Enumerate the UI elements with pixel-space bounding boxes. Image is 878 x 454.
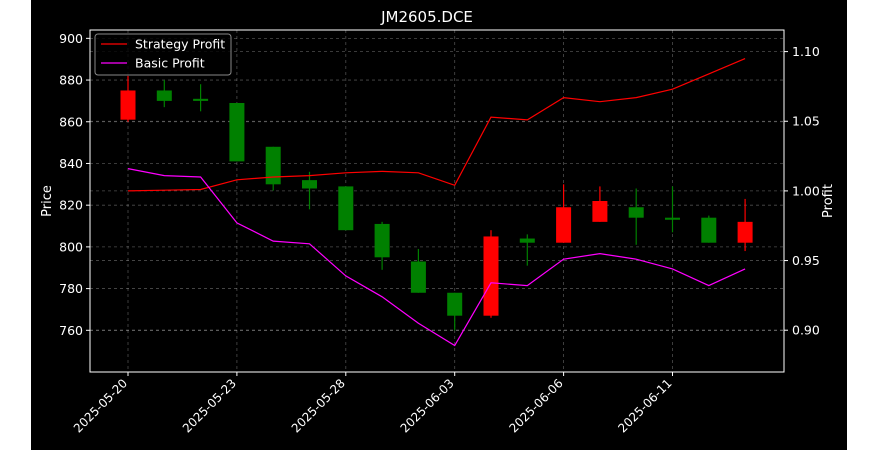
- candle-body-down: [665, 217, 680, 220]
- y-tick-label-right: 1.05: [792, 114, 820, 129]
- chart-title: JM2605.DCE: [380, 8, 473, 26]
- legend-basic-label: Basic Profit: [135, 56, 205, 71]
- candle-body-down: [628, 207, 644, 218]
- y-axis-label-right: Profit: [821, 184, 836, 218]
- y-tick-label-left: 880: [59, 73, 83, 88]
- y-tick-label-left: 840: [59, 156, 83, 171]
- candles: [120, 75, 753, 331]
- legend-strategy-label: Strategy Profit: [135, 37, 225, 52]
- y-tick-label-left: 900: [59, 31, 83, 46]
- y-axis-label-left: Price: [40, 185, 55, 217]
- candle-body-down: [410, 261, 426, 293]
- strategy-profit-line: [127, 58, 746, 192]
- profit-lines: [127, 58, 746, 347]
- candle-body-up: [556, 207, 572, 243]
- legend: Strategy Profit Basic Profit: [94, 33, 232, 76]
- candle-body-up: [483, 236, 499, 316]
- candle-body-down: [447, 292, 463, 316]
- candle-body-down: [156, 90, 172, 101]
- chart-figure: JM2605.DCE 2025-05-20 2025-05-23 2025-05-2…: [31, 0, 847, 450]
- y-tick-label-left: 780: [59, 281, 83, 296]
- candle-body-down: [519, 238, 535, 243]
- candle-body-down: [374, 223, 390, 258]
- y-tick-label-right: 1.00: [792, 183, 820, 198]
- candle-body-up: [737, 221, 753, 243]
- y-tick-label-right: 1.10: [792, 44, 820, 59]
- candle-body-down: [302, 180, 317, 189]
- candle-body-down: [193, 98, 209, 101]
- candle-body-down: [229, 102, 245, 162]
- candle-body-down: [338, 186, 354, 231]
- candle-body-up: [592, 201, 608, 222]
- y-tick-label-left: 800: [59, 239, 83, 254]
- candle-body-down: [701, 217, 717, 243]
- candle-body-up: [120, 90, 136, 120]
- legend-box: [94, 33, 232, 76]
- y-tick-label-left: 760: [59, 323, 83, 338]
- y-tick-label-right: 0.95: [792, 253, 820, 268]
- y-tick-label-left: 860: [59, 114, 83, 129]
- plot-frame: [89, 29, 785, 373]
- basic-profit-line: [127, 168, 746, 347]
- y-tick-label-right: 0.90: [792, 323, 820, 338]
- candle-body-down: [265, 146, 281, 185]
- candlestick-chart: JM2605.DCE 2025-05-20 2025-05-23 2025-05-2…: [31, 0, 847, 450]
- y-tick-label-left: 820: [59, 198, 83, 213]
